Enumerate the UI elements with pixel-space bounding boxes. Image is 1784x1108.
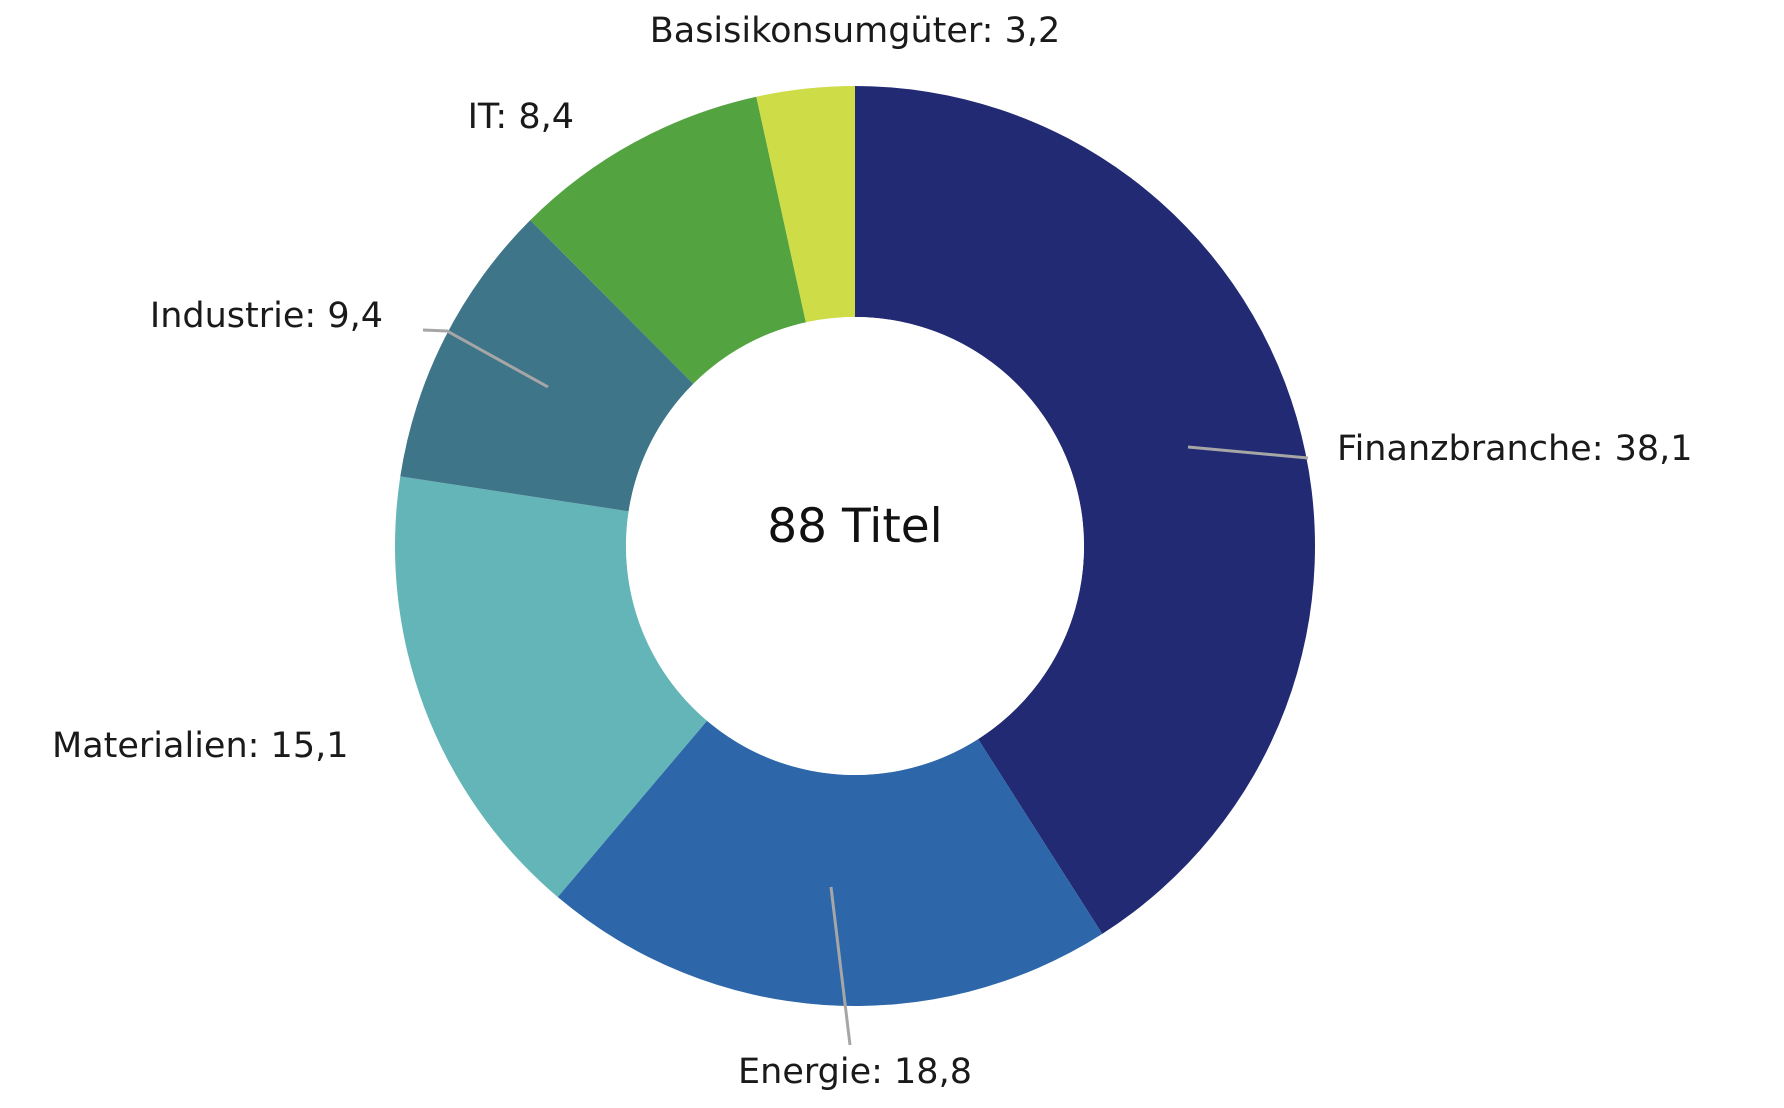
slice-label: Energie: 18,8: [738, 1052, 972, 1092]
slice-label: Materialien: 15,1: [52, 726, 348, 766]
center-label: 88 Titel: [767, 499, 942, 554]
slice-industrie: [400, 220, 694, 512]
slice-labels: Finanzbranche: 38,1 Energie: 18,8 Material…: [52, 11, 1693, 1092]
slice-basisikonsumg-ter: [756, 86, 855, 323]
slice-materialien: [394, 476, 708, 898]
leader-lines: [422, 328, 1309, 1046]
slice-label: Basisikonsumgüter: 3,2: [650, 11, 1061, 51]
slice-label: Industrie: 9,4: [150, 296, 383, 336]
donut-hole: [626, 317, 1084, 775]
slice-it: [530, 96, 806, 384]
slice-finanzbranche: [855, 86, 1315, 934]
slice-label: IT: 8,4: [468, 97, 574, 137]
leader-line: [422, 328, 549, 389]
leader-line: [829, 886, 852, 1046]
slice-label: Finanzbranche: 38,1: [1337, 429, 1693, 469]
slice-energie: [557, 720, 1103, 1006]
leader-line: [1187, 445, 1309, 460]
donut-slices: [394, 86, 1315, 1006]
